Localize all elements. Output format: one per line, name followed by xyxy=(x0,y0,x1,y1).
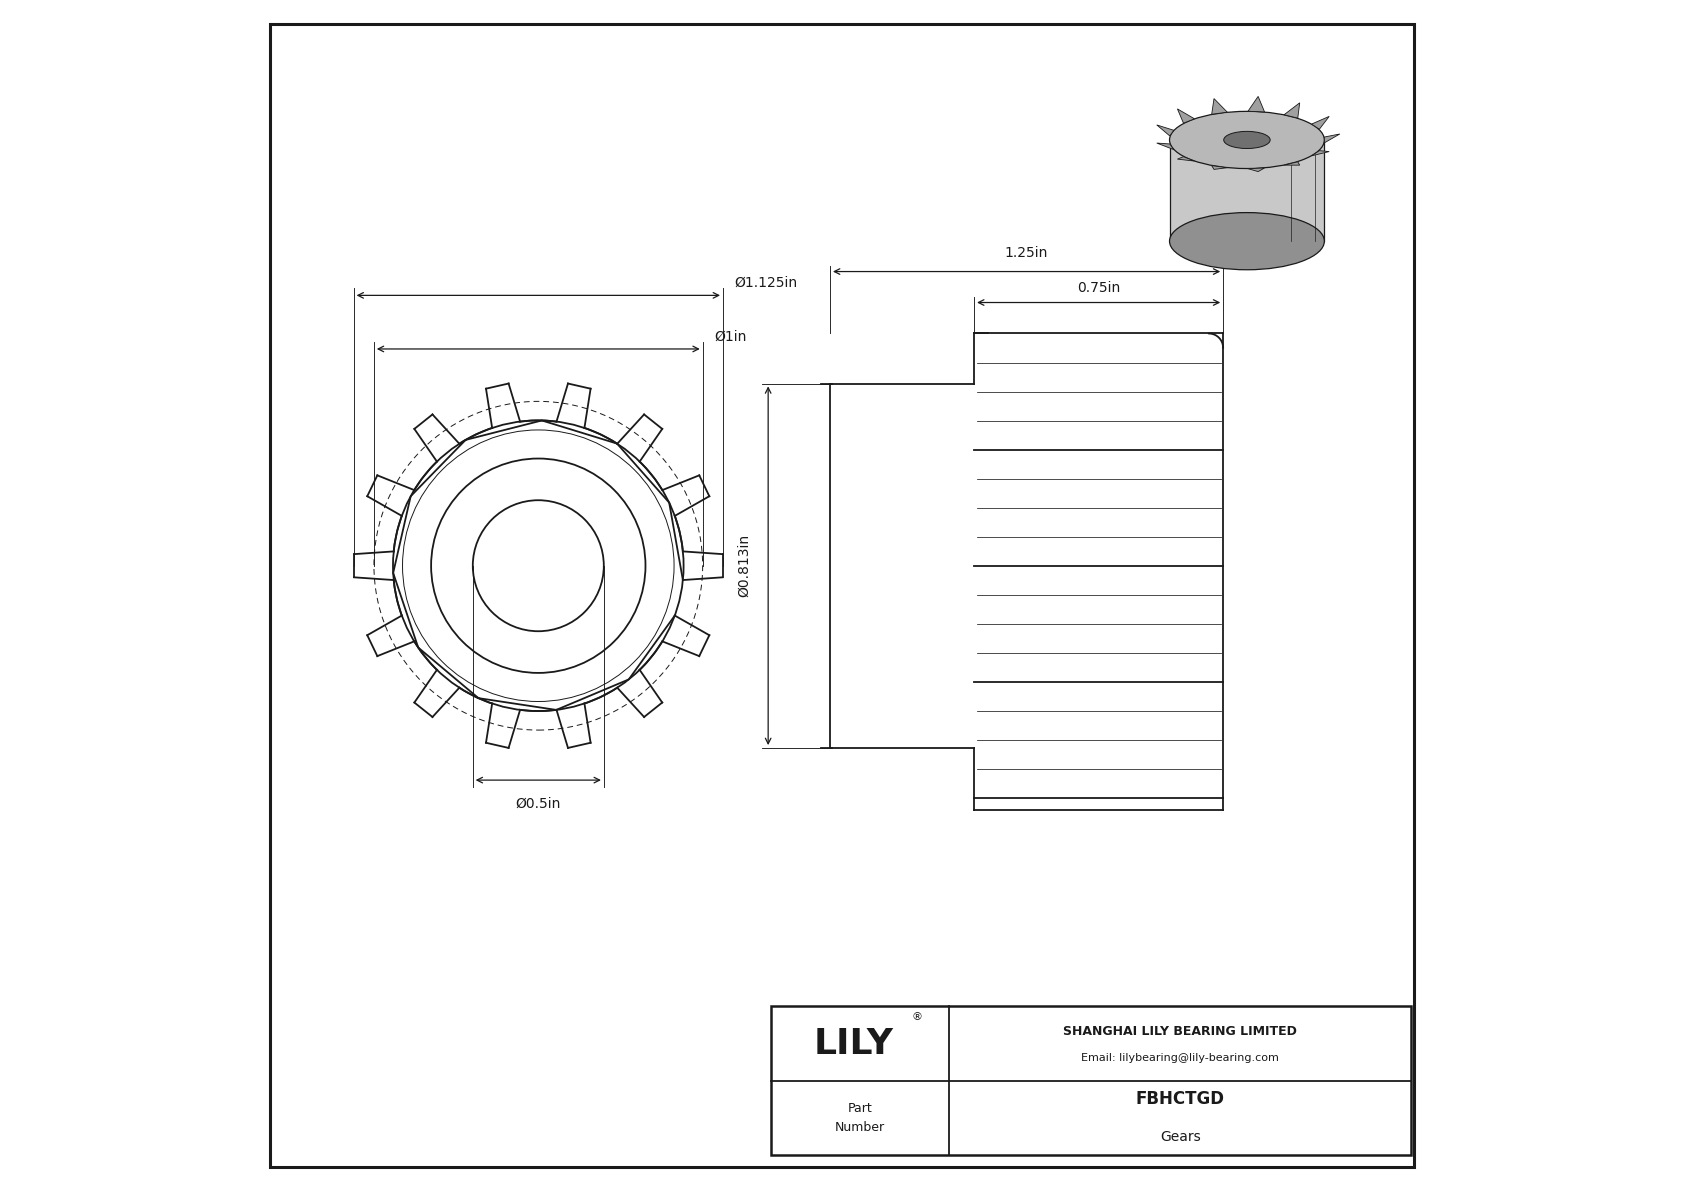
Bar xyxy=(1169,141,1324,241)
Ellipse shape xyxy=(1224,131,1270,149)
Text: SHANGHAI LILY BEARING LIMITED: SHANGHAI LILY BEARING LIMITED xyxy=(1063,1025,1297,1039)
Polygon shape xyxy=(1177,157,1194,161)
Text: Email: lilybearing@lily-bearing.com: Email: lilybearing@lily-bearing.com xyxy=(1081,1053,1280,1062)
Text: FBHCTGD: FBHCTGD xyxy=(1135,1090,1224,1108)
Polygon shape xyxy=(1248,96,1265,112)
Text: Ø1in: Ø1in xyxy=(714,330,748,344)
Polygon shape xyxy=(1177,108,1194,123)
Polygon shape xyxy=(1212,166,1228,169)
Polygon shape xyxy=(1248,168,1265,172)
Bar xyxy=(771,1006,1411,1155)
Polygon shape xyxy=(1212,99,1228,114)
Text: Ø0.813in: Ø0.813in xyxy=(738,534,751,598)
Polygon shape xyxy=(1157,143,1174,150)
Text: ®: ® xyxy=(911,1012,923,1022)
Ellipse shape xyxy=(1169,112,1324,169)
Text: LILY: LILY xyxy=(813,1027,894,1061)
Polygon shape xyxy=(1285,102,1300,118)
Polygon shape xyxy=(1157,125,1174,136)
Text: Ø1.125in: Ø1.125in xyxy=(734,275,798,289)
Text: 1.25in: 1.25in xyxy=(1005,245,1049,260)
Polygon shape xyxy=(1285,162,1300,166)
Text: Part
Number: Part Number xyxy=(835,1102,884,1134)
Polygon shape xyxy=(1324,133,1340,143)
Text: 0.75in: 0.75in xyxy=(1078,281,1120,295)
Text: Gears: Gears xyxy=(1160,1130,1201,1145)
Ellipse shape xyxy=(1169,213,1324,270)
Polygon shape xyxy=(1312,117,1329,130)
Text: Ø0.5in: Ø0.5in xyxy=(515,797,561,811)
Polygon shape xyxy=(1312,150,1329,156)
